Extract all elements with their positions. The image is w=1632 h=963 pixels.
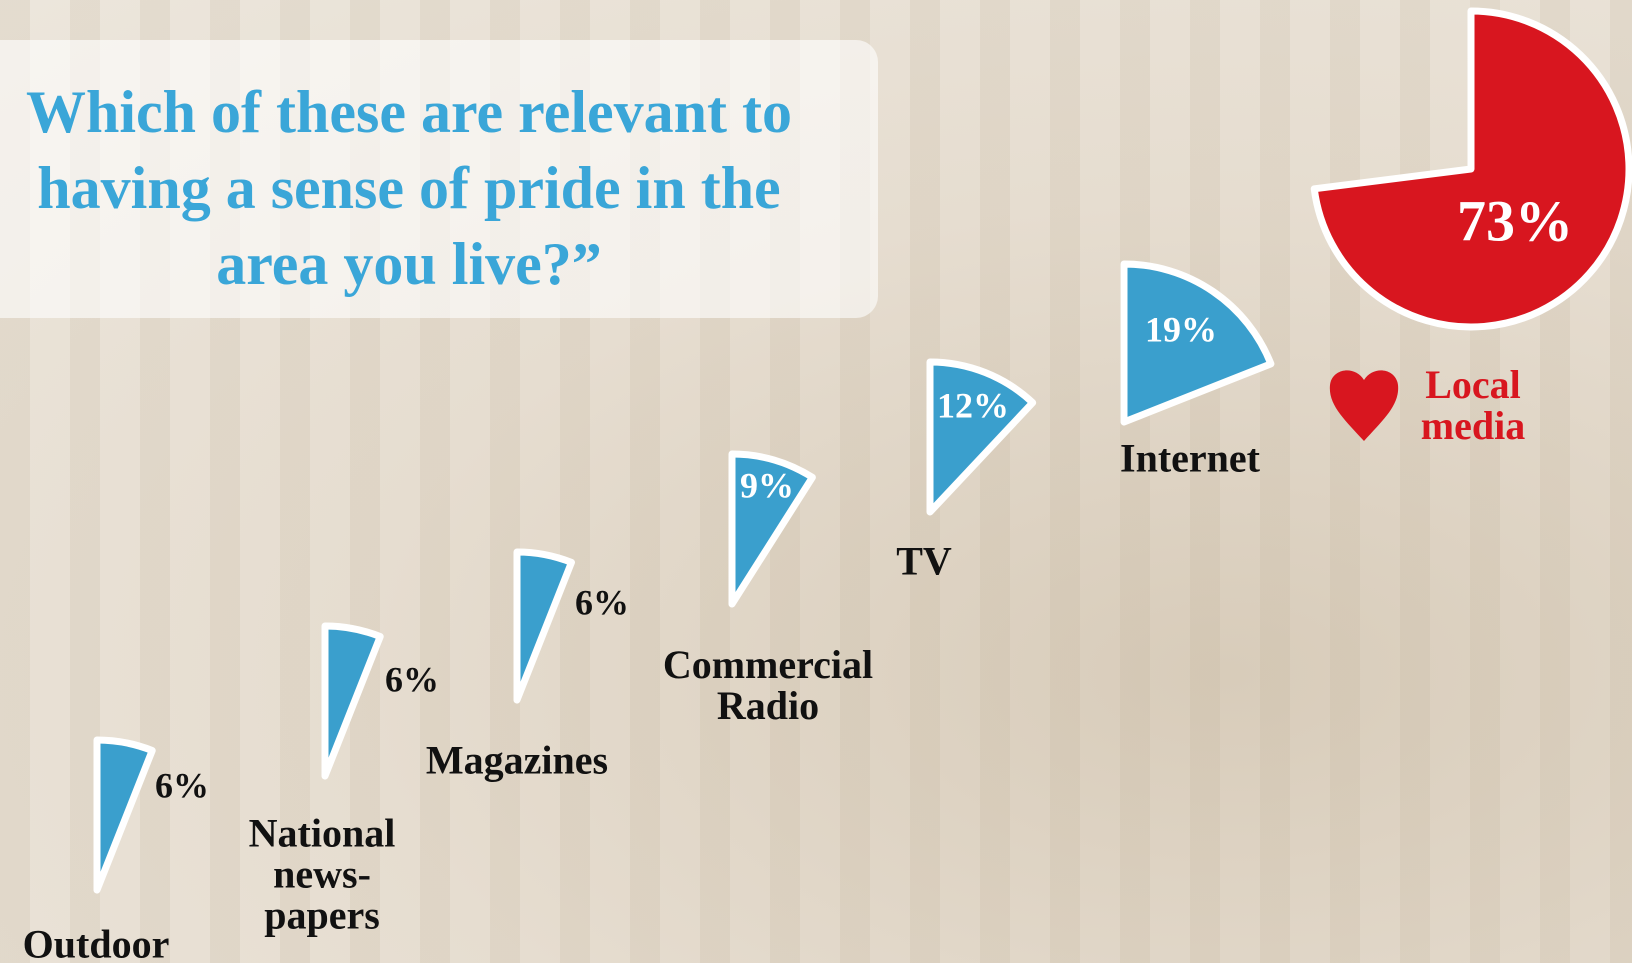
heart-icon — [1330, 370, 1398, 441]
category-label: National news- papers — [249, 813, 396, 936]
wedge — [1314, 11, 1629, 327]
category-label: Outdoor — [23, 924, 170, 963]
value-label: 6% — [385, 659, 439, 699]
chart: 6% 6% 6% 9% 12% 19% 73% — [0, 0, 1632, 963]
category-label: Magazines — [426, 740, 608, 781]
category-label: Local media — [1421, 364, 1525, 446]
value-label: 9% — [740, 465, 794, 505]
category-label: Commercial Radio — [663, 644, 873, 726]
category-label: Internet — [1120, 438, 1260, 479]
value-label: 12% — [937, 385, 1009, 425]
category-label: TV — [896, 541, 952, 582]
value-label: 6% — [155, 765, 209, 805]
value-label: 19% — [1145, 309, 1217, 349]
wedge — [325, 626, 380, 776]
value-label: 73% — [1457, 188, 1573, 253]
infographic: Which of these are relevant to having a … — [0, 0, 1632, 963]
wedge — [517, 552, 571, 700]
value-label: 6% — [575, 582, 629, 622]
wedge — [97, 740, 152, 890]
